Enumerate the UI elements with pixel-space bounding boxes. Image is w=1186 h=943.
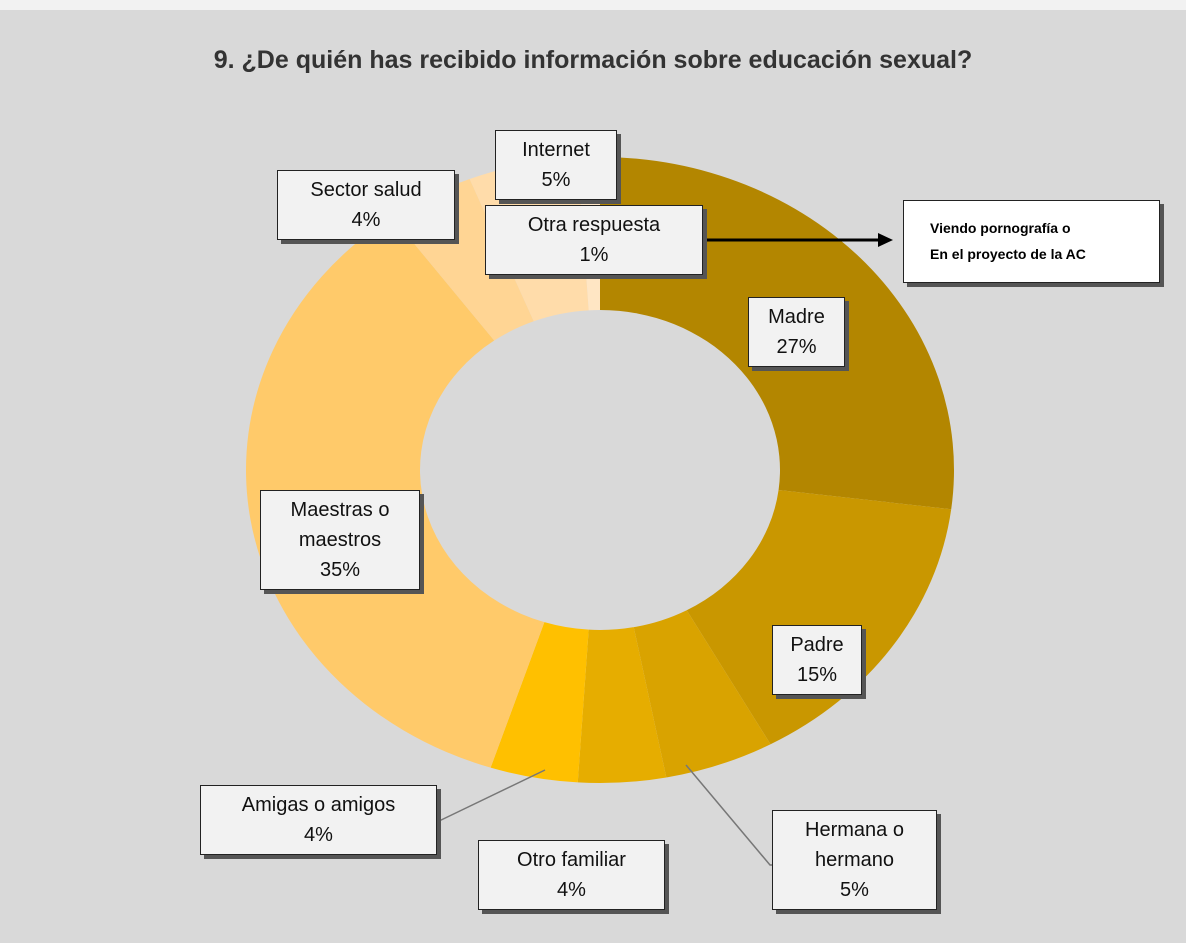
wedge <box>633 610 771 778</box>
wedge <box>490 622 589 783</box>
category-name: Internet <box>522 139 590 161</box>
category-name: Sector salud <box>310 179 422 201</box>
wedge <box>577 627 667 783</box>
value-label: 27% <box>776 336 817 358</box>
value-label: 4% <box>557 879 586 901</box>
wedge <box>686 490 952 745</box>
category-name: Otro familiar <box>517 849 626 871</box>
value-label: 4% <box>351 209 381 231</box>
value-label: 4% <box>304 824 333 846</box>
category-name: Maestras o maestros <box>290 499 390 551</box>
value-label: 1% <box>579 244 609 266</box>
data-label: Padre 15% <box>772 625 862 695</box>
category-name: Hermana o hermano <box>805 819 904 871</box>
annotation-line: En el proyecto de la AC <box>930 246 1086 262</box>
leader-line <box>685 764 776 866</box>
data-label: Maestras o maestros 35% <box>260 490 420 590</box>
arrow-head <box>878 233 893 247</box>
annotation-line: Viendo pornografía o <box>930 220 1071 236</box>
data-label: Amigas o amigos 4% <box>200 785 437 855</box>
data-label: Internet 5% <box>495 130 617 200</box>
category-name: Padre <box>790 634 844 656</box>
value-label: 35% <box>319 559 361 581</box>
leader-line <box>436 769 546 823</box>
data-label: Otro familiar 4% <box>478 840 665 910</box>
value-label: 5% <box>840 879 869 901</box>
data-label: Sector salud 4% <box>277 170 455 240</box>
category-name: Amigas o amigos <box>241 794 396 816</box>
data-label: Madre 27% <box>748 297 845 367</box>
category-name: Otra respuesta <box>527 214 661 236</box>
annotation: Viendo pornografía o En el proyecto de l… <box>903 200 1160 283</box>
value-label: 5% <box>541 169 571 191</box>
data-label: Otra respuesta 1% <box>485 205 703 275</box>
chart-title: 9. ¿De quién has recibido información so… <box>213 46 973 74</box>
data-label: Hermana o hermano 5% <box>772 810 937 910</box>
value-label: 15% <box>796 664 838 686</box>
category-name: Madre <box>768 306 825 328</box>
